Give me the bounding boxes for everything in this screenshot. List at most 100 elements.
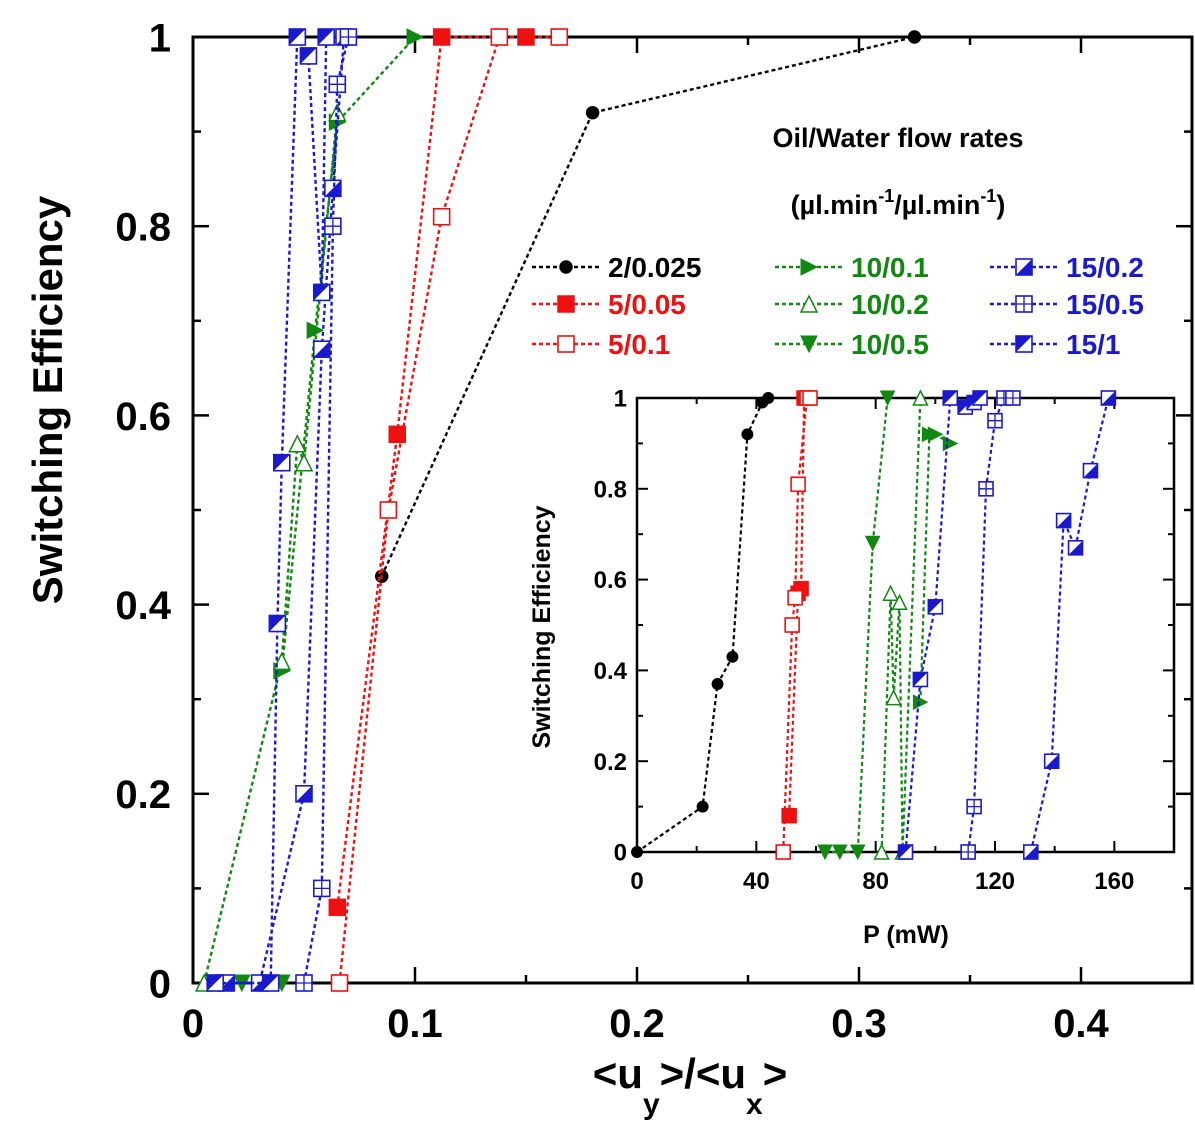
legend-entry-5-0-05: 5/0.05 xyxy=(532,289,686,320)
legend-label-15-1: 15/1 xyxy=(1066,329,1121,360)
inset-x-axis-label: P (mW) xyxy=(863,921,949,949)
main-x-tick-label: 0.2 xyxy=(609,1002,665,1046)
inset-series-15-0-5 xyxy=(960,390,1021,860)
inset-point-15-1 xyxy=(942,390,959,406)
x-label-sub-x: x xyxy=(746,1088,763,1121)
legend-title-sup-1: -1 xyxy=(878,186,894,206)
main-point-5-0-05 xyxy=(388,425,406,444)
inset-series-2-0-025 xyxy=(631,392,775,858)
legend-label-2-0-025: 2/0.025 xyxy=(608,252,701,283)
main-point-15-0-5-cross xyxy=(340,29,357,45)
main-point-15-0-5 xyxy=(328,75,347,94)
main-point-15-1-fill xyxy=(269,615,286,632)
inset-series-10-0-5 xyxy=(817,390,896,861)
inset-y-tick-label: 0.8 xyxy=(594,476,627,503)
legend-marker-15-0-2 xyxy=(1015,258,1033,276)
main-y-tick-label: 0.4 xyxy=(115,584,171,628)
legend-marker-15-0-5-cross xyxy=(1016,296,1032,312)
inset-point-15-1 xyxy=(972,390,988,406)
inset-point-15-1 xyxy=(897,844,914,860)
main-series-5-0-05 xyxy=(328,28,535,917)
inset-point-2-0-025 xyxy=(631,846,643,858)
inset-point-2-0-025 xyxy=(741,428,754,441)
main-line-2-0-025 xyxy=(380,35,915,577)
main-point-15-0-5 xyxy=(295,974,313,992)
main-y-tick-label: 1 xyxy=(149,16,171,60)
main-point-15-1 xyxy=(312,283,331,302)
inset-plot-series xyxy=(631,389,1117,861)
legend-entry-2-0-025: 2/0.025 xyxy=(532,252,701,283)
legend-marker-15-1-fill xyxy=(1016,336,1032,352)
inset-point-10-0-5 xyxy=(849,844,866,861)
inset-point-15-1 xyxy=(927,599,944,615)
main-point-10-0-1 xyxy=(406,28,425,46)
inset-series-5-0-1 xyxy=(775,390,818,860)
inset-y-tick-label: 0 xyxy=(614,840,627,867)
main-point-15-1-fill xyxy=(273,454,290,471)
legend-title-2a: (µl.min xyxy=(791,190,879,220)
inset-y-axis-label: Switching Efficiency xyxy=(528,505,556,748)
main-x-tick-label: 0.1 xyxy=(387,1002,443,1046)
legend-title-line-2: (µl.min-1/µl.min-1) xyxy=(791,186,1006,220)
inset-point-2-0-025 xyxy=(762,392,775,404)
main-point-15-1-fill xyxy=(289,29,306,45)
main-line-15-1 xyxy=(215,32,328,985)
inset-y-tick-label: 0.6 xyxy=(594,567,627,594)
legend-entry-10-0-2: 10/0.2 xyxy=(775,289,929,320)
main-point-15-1-fill xyxy=(313,284,330,301)
legend-marker-5-0-05 xyxy=(557,295,575,313)
main-point-10-0-1 xyxy=(306,321,325,340)
inset-point-15-0-2-fill xyxy=(1056,513,1071,528)
legend-entry-10-0-1: 10/0.1 xyxy=(775,252,929,283)
legend-marker-10-0-5 xyxy=(800,335,818,354)
main-point-15-1-fill xyxy=(207,975,224,991)
legend-marker-10-0-1 xyxy=(800,258,819,276)
inset-point-15-0-5-cross xyxy=(961,845,976,859)
main-x-tick-label: 0.3 xyxy=(831,1002,887,1046)
inset-point-5-0-1 xyxy=(802,390,818,406)
main-point-5-0-1 xyxy=(379,501,398,519)
main-y-tick-label: 0.6 xyxy=(115,395,171,439)
legend-marker-15-0-2-fill xyxy=(1016,259,1032,275)
main-x-tick-label: 0.4 xyxy=(1053,1002,1109,1046)
legend-entry-5-0-1: 5/0.1 xyxy=(532,329,670,360)
main-point-15-0-5-cross xyxy=(329,76,346,93)
inset-point-10-0-2 xyxy=(873,843,890,860)
legend-entry-15-0-5: 15/0.5 xyxy=(990,289,1144,320)
inset-point-15-0-5 xyxy=(987,412,1003,429)
inset-point-5-0-1 xyxy=(787,589,803,606)
main-point-15-1 xyxy=(261,974,280,992)
main-point-15-1 xyxy=(317,28,336,46)
inset-point-15-1-fill xyxy=(943,391,958,405)
inset-y-tick-label: 0.4 xyxy=(594,658,628,685)
inset-point-15-0-5 xyxy=(960,844,976,860)
legend-label-15-0-5: 15/0.5 xyxy=(1066,289,1144,320)
inset-line-15-0-2 xyxy=(1029,397,1110,853)
inset-point-15-0-5-cross xyxy=(967,799,982,814)
inset-point-10-0-1 xyxy=(927,426,944,443)
main-y-tick-label: 0 xyxy=(149,962,171,1006)
inset-point-15-0-2 xyxy=(1100,390,1117,406)
inset-point-10-0-5 xyxy=(864,535,881,552)
inset-point-15-1 xyxy=(912,671,929,688)
inset-point-5-0-05 xyxy=(781,807,797,824)
main-point-15-0-5 xyxy=(339,28,358,46)
legend-label-10-0-2: 10/0.2 xyxy=(851,289,929,320)
main-point-15-0-2-fill xyxy=(313,341,330,358)
inset-x-tick-label: 160 xyxy=(1094,868,1134,895)
inset-point-15-0-2-fill xyxy=(1101,391,1116,405)
legend-entry-15-0-2: 15/0.2 xyxy=(990,252,1144,283)
inset-point-15-0-5 xyxy=(1005,390,1021,406)
inset-point-10-0-2 xyxy=(912,389,929,406)
inset-point-15-0-2-fill xyxy=(1068,540,1083,555)
legend-label-15-0-2: 15/0.2 xyxy=(1066,252,1144,283)
inset-point-5-0-1 xyxy=(790,476,806,493)
inset-series-15-0-2 xyxy=(1022,390,1117,860)
inset-point-15-1-fill xyxy=(928,599,943,614)
inset-point-15-0-2 xyxy=(1043,753,1060,770)
main-point-15-1-fill xyxy=(300,47,317,64)
inset-point-15-0-2 xyxy=(1082,462,1099,479)
main-line-5-0-05 xyxy=(336,35,526,908)
main-point-15-1 xyxy=(299,47,318,65)
